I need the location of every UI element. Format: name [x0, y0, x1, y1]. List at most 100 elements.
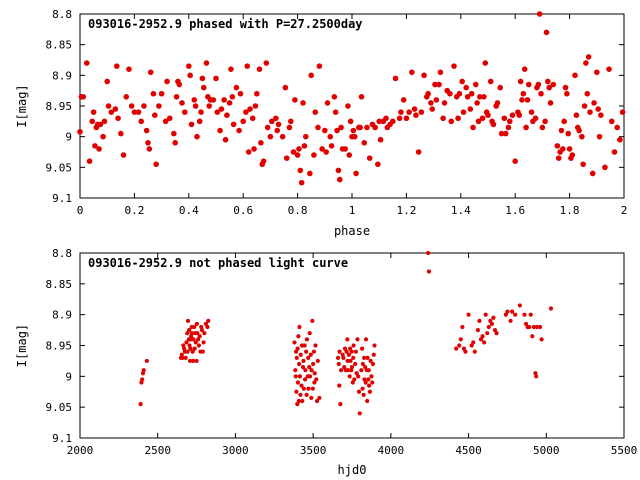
data-point	[584, 90, 591, 97]
data-point	[565, 130, 572, 137]
chart-panel-1: 0 0.2 0.4 0.6 0.8 1 1.2 1.4 1.6 1.8 2 8.8 8.85 8.9 8.9…	[15, 8, 627, 238]
data-point	[338, 124, 344, 131]
data-point	[581, 103, 588, 109]
data-point	[425, 90, 431, 97]
data-point	[513, 312, 518, 317]
data-point	[360, 386, 365, 391]
data-point	[457, 343, 462, 348]
data-point	[322, 127, 328, 134]
chart-panel-2: 2000 2500 3000 3500 4000 4500 5000 5500 8.8 8.85 8…	[15, 247, 637, 477]
data-point	[303, 368, 308, 373]
data-point	[113, 63, 120, 69]
data-point	[501, 115, 508, 122]
data-point	[128, 103, 135, 109]
data-point	[323, 149, 329, 155]
data-point	[214, 109, 221, 115]
data-point	[191, 358, 196, 364]
data-point	[86, 158, 93, 164]
data-point	[295, 346, 300, 351]
data-point	[345, 337, 350, 342]
data-point	[194, 321, 199, 327]
data-point	[205, 324, 210, 330]
data-point	[294, 152, 301, 158]
data-point	[497, 84, 504, 91]
data-point	[481, 94, 487, 100]
data-point	[360, 346, 365, 351]
data-point	[413, 112, 419, 118]
data-point	[184, 340, 189, 345]
data-point	[351, 133, 358, 140]
data-point	[558, 127, 565, 134]
data-point	[517, 303, 522, 308]
x-tick-label: 3500	[300, 444, 327, 457]
data-point	[156, 103, 162, 109]
data-point	[181, 109, 188, 115]
data-point	[138, 401, 143, 407]
data-point	[351, 355, 356, 360]
data-point	[293, 368, 298, 373]
data-point	[376, 118, 383, 125]
data-point	[332, 109, 339, 115]
data-point	[183, 355, 188, 360]
data-point	[189, 331, 195, 336]
data-point	[297, 167, 304, 174]
data-point	[247, 106, 253, 112]
data-point	[528, 109, 535, 115]
data-point	[383, 115, 389, 122]
data-point	[580, 161, 586, 168]
data-point	[300, 100, 306, 106]
data-point	[489, 321, 494, 327]
data-point	[292, 97, 298, 103]
data-point	[546, 84, 552, 91]
data-point	[509, 309, 515, 314]
data-point	[298, 392, 303, 397]
data-point	[115, 115, 121, 122]
data-point	[550, 81, 557, 88]
data-point	[411, 106, 418, 112]
data-point	[357, 411, 362, 416]
data-point	[185, 349, 190, 354]
data-point	[576, 127, 582, 134]
data-point	[470, 124, 476, 131]
data-point	[375, 161, 381, 168]
data-point	[304, 337, 310, 342]
data-point	[307, 374, 313, 379]
data-point	[512, 158, 518, 164]
data-point	[230, 121, 237, 128]
data-point	[366, 155, 373, 161]
data-point	[353, 361, 358, 367]
data-point	[595, 106, 601, 112]
data-point	[459, 78, 465, 85]
data-point	[308, 352, 313, 357]
data-point	[573, 112, 580, 118]
data-point	[561, 118, 567, 125]
data-point	[315, 358, 320, 364]
data-point	[101, 118, 108, 125]
data-point	[508, 318, 513, 323]
data-point	[179, 100, 185, 106]
x-tick-label: 0.4	[179, 204, 199, 217]
y-tick-label: 9	[65, 370, 72, 383]
data-point	[357, 124, 363, 131]
data-point	[418, 109, 425, 115]
data-point	[143, 127, 150, 134]
data-point	[448, 118, 455, 125]
data-point	[229, 94, 236, 100]
data-point	[464, 94, 471, 100]
data-point	[199, 327, 205, 333]
data-point	[505, 309, 510, 314]
data-point	[245, 149, 252, 155]
data-point	[536, 11, 543, 17]
data-point	[367, 389, 372, 394]
data-point	[466, 312, 471, 317]
data-point	[263, 60, 270, 66]
data-point	[400, 97, 407, 103]
data-point	[191, 337, 196, 342]
data-point	[523, 124, 529, 131]
data-point	[200, 349, 205, 354]
data-point	[602, 164, 608, 171]
data-point	[300, 364, 306, 370]
data-point	[447, 90, 453, 97]
data-point	[331, 94, 338, 100]
